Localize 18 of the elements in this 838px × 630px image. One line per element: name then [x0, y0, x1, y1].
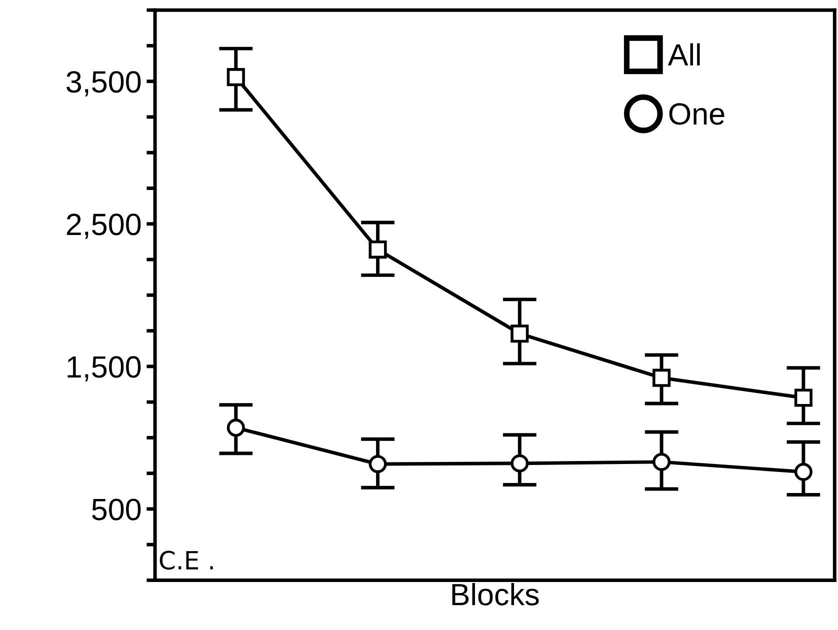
point	[510, 324, 529, 343]
point	[652, 452, 671, 471]
x-axis-title: Blocks	[452, 583, 539, 606]
annotation: C.E .	[160, 550, 213, 570]
y-tick-label: 1,500	[68, 356, 141, 382]
point	[794, 462, 812, 481]
y-tick-label: 3,500	[66, 71, 141, 96]
point	[226, 418, 245, 437]
point	[794, 388, 812, 407]
point	[368, 240, 387, 259]
y-tick-label: 2,500	[66, 214, 141, 239]
legend-label: One	[669, 103, 724, 125]
legend-label: All	[668, 43, 700, 66]
point	[226, 68, 245, 86]
point	[368, 455, 387, 474]
point	[652, 368, 671, 387]
y-tick-label: 500	[92, 498, 141, 520]
point	[510, 454, 529, 472]
